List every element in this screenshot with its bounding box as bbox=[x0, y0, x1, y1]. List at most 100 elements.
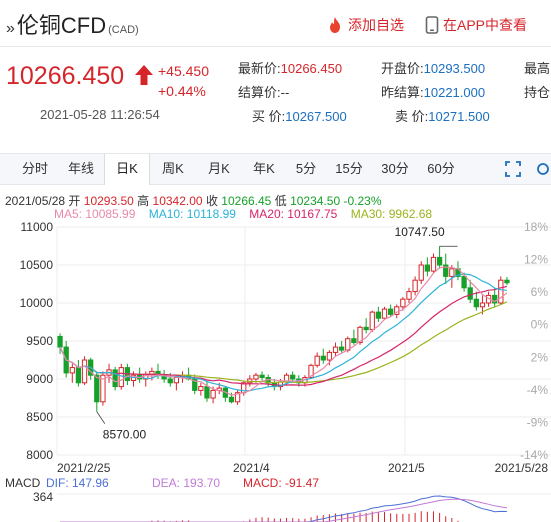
quote-datetime: 2021-05-28 11:26:54 bbox=[40, 107, 160, 122]
tab-60min[interactable]: 60分 bbox=[427, 161, 455, 176]
open-value: 10293.500 bbox=[423, 61, 486, 76]
macd-dea: DEA: 193.70 bbox=[152, 476, 220, 490]
y-tick-label: 9500 bbox=[26, 334, 53, 348]
kline-chart[interactable]: 11000 10500 10000 9500 9000 8500 8000 18% 12% 6%… bbox=[0, 218, 551, 522]
percent-tick-label: -9% bbox=[527, 415, 549, 429]
y-tick-label: 9000 bbox=[26, 372, 53, 386]
chart-grid bbox=[56, 226, 551, 456]
ohlc-date: 2021/05/28 bbox=[5, 194, 66, 208]
open-in-app-button[interactable]: 在APP中查看 bbox=[425, 15, 527, 35]
tab-5min[interactable]: 5分 bbox=[295, 161, 317, 176]
ohlc-open-label: 开 bbox=[68, 194, 81, 208]
candle-body bbox=[473, 298, 479, 308]
annotations: 10747.50 8570.00 bbox=[96, 225, 458, 442]
macd-label: MACD bbox=[5, 476, 41, 490]
ohlc-summary: 2021/05/28 开 10293.50 高 10342.00 收 10266… bbox=[5, 192, 382, 209]
tab-yearline[interactable]: 年线 bbox=[67, 161, 94, 176]
ohlc-high: 10342.00 bbox=[152, 194, 203, 208]
sell-value: 10271.500 bbox=[428, 109, 490, 124]
tab-30min[interactable]: 30分 bbox=[381, 161, 409, 176]
latest-label: 最新价: bbox=[238, 61, 281, 76]
percent-tick-label: 6% bbox=[531, 285, 549, 299]
macd-value: MACD: -91.47 bbox=[243, 476, 319, 490]
candle-body bbox=[443, 264, 449, 277]
min-marker bbox=[96, 411, 106, 424]
x-tick-label: 2021/2/25 bbox=[57, 461, 111, 475]
settings-icon[interactable] bbox=[535, 161, 551, 177]
moving-averages-group bbox=[59, 266, 508, 396]
candle-body bbox=[167, 378, 173, 384]
candle-body bbox=[357, 326, 363, 344]
percent-axis: 18% 12% 6% 0% 2% -4% -9% -14% bbox=[520, 220, 548, 462]
change-value: +45.450 bbox=[158, 63, 209, 79]
percent-tick-label: 12% bbox=[524, 253, 548, 267]
hold-row: 持仓 bbox=[524, 82, 550, 101]
candle-body bbox=[412, 279, 418, 293]
candle-body bbox=[449, 268, 455, 277]
tab-weekly-k[interactable]: 周K bbox=[162, 161, 184, 176]
candle-body bbox=[259, 374, 265, 378]
candle-body bbox=[112, 369, 118, 388]
ma30-value: MA30: 9962.68 bbox=[350, 207, 433, 221]
candle-body bbox=[100, 374, 106, 403]
tab-daily-k[interactable]: 日K bbox=[104, 154, 150, 185]
candle-body bbox=[363, 326, 369, 331]
buy-label: 买 价: bbox=[252, 109, 286, 124]
tab-monthly-k[interactable]: 月K bbox=[208, 161, 230, 176]
change-percent: +0.44% bbox=[158, 83, 206, 99]
x-tick-label: 2021/4 bbox=[233, 461, 270, 475]
ma5-line bbox=[59, 266, 508, 396]
x-axis: 2021/2/25 2021/4 2021/5 2021/5/28 bbox=[57, 461, 548, 475]
candle-body bbox=[504, 279, 510, 284]
buy-value: 10267.500 bbox=[285, 109, 347, 124]
candle-body bbox=[94, 374, 100, 403]
percent-tick-label: 2% bbox=[531, 350, 549, 364]
ohlc-high-label: 高 bbox=[137, 194, 150, 208]
dif-line bbox=[60, 495, 507, 522]
high-label: 最高 bbox=[524, 61, 551, 76]
header: » 伦铜CFD (CAD) 添加自选 在APP中查看 bbox=[0, 0, 551, 48]
candle-body bbox=[173, 376, 180, 384]
double-chevron-icon: » bbox=[6, 20, 15, 37]
candle-body bbox=[234, 392, 241, 403]
candle-body bbox=[81, 359, 88, 384]
fullscreen-icon[interactable] bbox=[505, 161, 521, 177]
candle-body bbox=[308, 364, 314, 378]
percent-tick-label: 18% bbox=[524, 220, 548, 234]
candle-body bbox=[479, 302, 486, 308]
tab-intraday[interactable]: 分时 bbox=[21, 161, 48, 176]
open-in-app-label: 在APP中查看 bbox=[443, 17, 528, 33]
arrow-up-icon bbox=[135, 65, 153, 85]
tab-yearly-k[interactable]: 年K bbox=[253, 161, 275, 176]
latest-value: 10266.450 bbox=[280, 61, 343, 76]
candle-body bbox=[204, 386, 210, 399]
candle-body bbox=[69, 367, 75, 374]
candles-group bbox=[57, 246, 510, 412]
candle-body bbox=[436, 256, 443, 266]
ma5-value: MA5: 10085.99 bbox=[54, 207, 136, 221]
candle-body bbox=[492, 294, 498, 304]
ma-legend: MA5: 10085.99 MA10: 10118.99 MA20: 10167… bbox=[54, 207, 442, 221]
min-label: 8570.00 bbox=[103, 428, 147, 442]
add-favorite-button[interactable]: 添加自选 bbox=[326, 15, 404, 35]
candle-body bbox=[461, 275, 467, 289]
tab-15min[interactable]: 15分 bbox=[335, 161, 363, 176]
candle-body bbox=[375, 311, 382, 319]
percent-tick-label: 0% bbox=[531, 318, 549, 332]
ohlc-open: 10293.50 bbox=[83, 194, 134, 208]
candle-body bbox=[424, 264, 431, 272]
settle-value: -- bbox=[280, 85, 290, 100]
candle-body bbox=[228, 396, 235, 403]
settle-price-row: 结算价:-- bbox=[238, 82, 289, 101]
flame-icon bbox=[330, 17, 340, 33]
x-tick-label: 2021/5 bbox=[388, 461, 425, 475]
sell-label: 卖 价: bbox=[395, 109, 429, 124]
ma10-value: MA10: 10118.99 bbox=[148, 207, 236, 221]
buy-price-row: 买 价:10267.500 bbox=[252, 106, 347, 125]
y-axis: 11000 10500 10000 9500 9000 8500 8000 bbox=[20, 220, 54, 462]
y-tick-label: 8000 bbox=[26, 448, 53, 462]
ohlc-close: 10266.45 bbox=[221, 194, 272, 208]
macd-panel: MACD DIF: 147.96 DEA: 193.70 MACD: -91.47 36… bbox=[5, 476, 551, 522]
candle-body bbox=[57, 335, 63, 348]
ma20-value: MA20: 10167.75 bbox=[249, 207, 338, 221]
